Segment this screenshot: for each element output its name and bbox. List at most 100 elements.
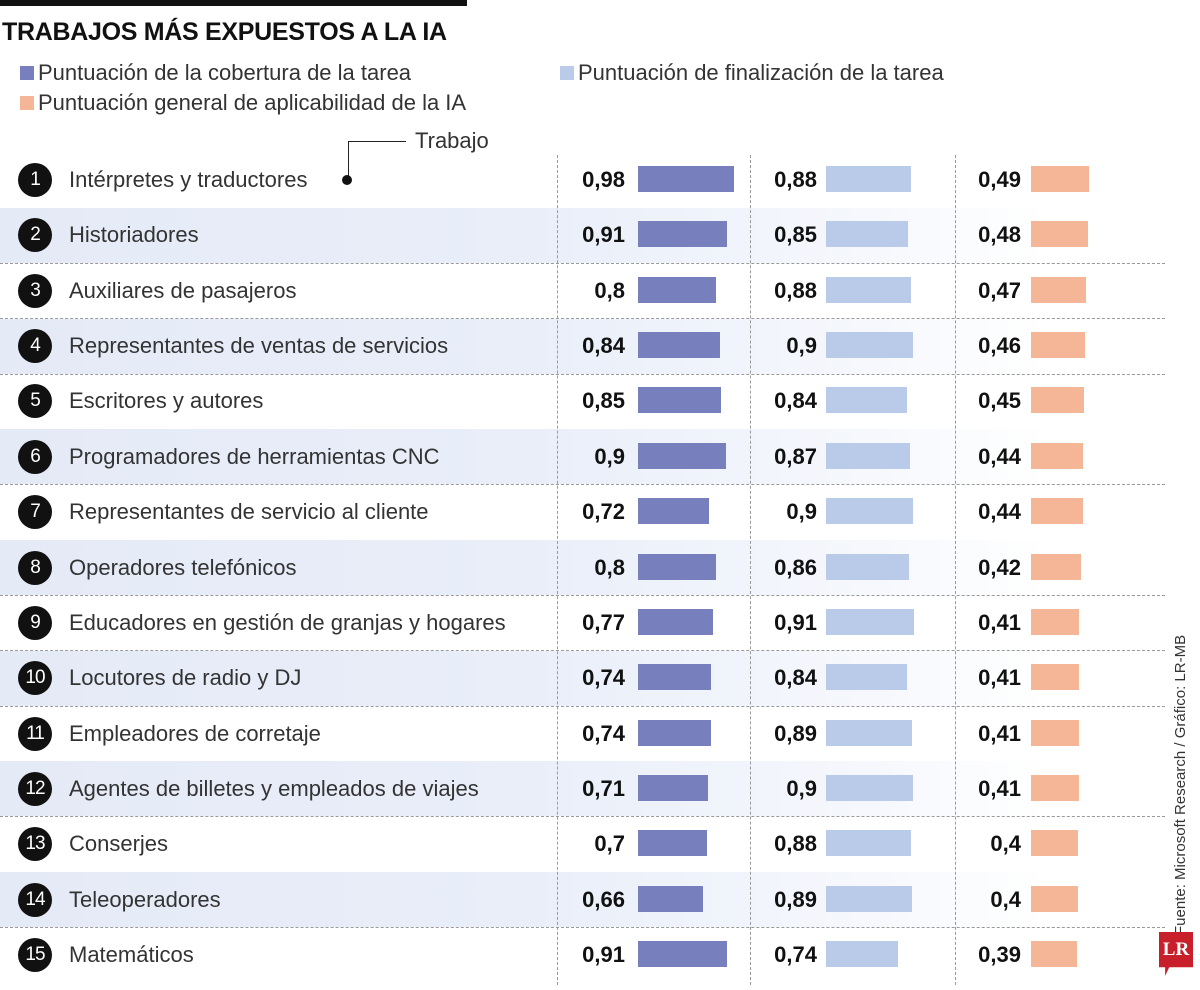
job-label: Empleadores de corretaje — [69, 720, 321, 746]
value-label: 0,88 — [774, 167, 817, 192]
value-label: 0,9 — [786, 499, 817, 525]
bar — [826, 498, 914, 525]
value-label: 0,8 — [594, 277, 625, 303]
bar — [638, 387, 722, 414]
bar — [638, 664, 711, 691]
bar — [1031, 941, 1078, 968]
bar — [1031, 166, 1089, 192]
bar — [638, 774, 708, 801]
bar — [826, 885, 913, 912]
row-background — [0, 761, 1165, 817]
legend-swatch — [20, 96, 34, 110]
value-label: 0,91 — [582, 942, 625, 968]
value-label: 0,42 — [978, 554, 1021, 580]
value-label: 0,8 — [594, 554, 625, 580]
rank-badge: 1 — [18, 163, 52, 197]
row-background — [0, 540, 1165, 596]
job-label: Matemáticos — [69, 942, 194, 968]
value-label: 0,46 — [978, 333, 1021, 359]
value-label: 0,49 — [978, 167, 1021, 192]
bar — [1031, 387, 1085, 414]
value-label: 0,9 — [594, 443, 625, 469]
bar — [638, 553, 717, 580]
bar — [826, 941, 898, 968]
bar — [826, 276, 912, 303]
bar — [1031, 498, 1083, 525]
value-label: 0,41 — [978, 665, 1021, 691]
bar — [1031, 276, 1087, 303]
value-label: 0,74 — [582, 720, 625, 746]
bar — [1031, 664, 1080, 691]
bar — [826, 608, 915, 635]
value-label: 0,84 — [774, 665, 817, 691]
legend-label: Puntuación de la cobertura de la tarea — [38, 60, 412, 85]
bar — [826, 442, 911, 469]
row-background — [0, 429, 1165, 485]
legend-swatch — [20, 66, 34, 80]
value-label: 0,89 — [774, 886, 817, 912]
value-label: 0,66 — [582, 886, 625, 912]
legend-item-applicability: Puntuación general de aplicabilidad de l… — [20, 90, 466, 116]
bar — [638, 885, 703, 912]
rank-badge: 10 — [18, 661, 52, 696]
bar — [826, 332, 914, 359]
value-label: 0,44 — [978, 499, 1021, 525]
bar — [1031, 221, 1088, 248]
value-label: 0,91 — [774, 609, 817, 635]
bar — [638, 166, 735, 192]
callout-dot — [342, 175, 352, 185]
rank-badge: 9 — [18, 605, 52, 640]
value-label: 0,91 — [582, 222, 625, 248]
value-label: 0,7 — [594, 831, 625, 857]
bar — [638, 941, 728, 968]
bar — [638, 276, 717, 303]
value-label: 0,74 — [774, 942, 817, 968]
job-label: Programadores de herramientas CNC — [69, 443, 440, 469]
column-divider — [750, 155, 751, 985]
legend-item-completion: Puntuación de finalización de la tarea — [560, 60, 944, 86]
job-label: Teleoperadores — [69, 886, 221, 912]
rank-badge: 5 — [18, 384, 52, 419]
value-label: 0,84 — [774, 388, 817, 414]
chart-title: TRABAJOS MÁS EXPUESTOS A LA IA — [2, 18, 447, 46]
job-label: Escritores y autores — [69, 388, 264, 414]
job-label: Agentes de billetes y empleados de viaje… — [69, 775, 479, 801]
callout-line — [348, 141, 406, 142]
bar — [826, 664, 908, 691]
bar — [1031, 830, 1079, 857]
job-label: Intérpretes y traductores — [69, 167, 308, 192]
row-background — [0, 318, 1165, 374]
legend-label: Puntuación de finalización de la tarea — [578, 60, 944, 85]
row-divider — [0, 262, 1165, 264]
bar — [1031, 442, 1083, 469]
value-label: 0,89 — [774, 720, 817, 746]
value-label: 0,4 — [990, 831, 1021, 857]
bar — [638, 608, 714, 635]
rank-badge: 15 — [18, 938, 52, 973]
rank-badge: 14 — [18, 882, 52, 917]
value-label: 0,84 — [582, 333, 625, 359]
value-label: 0,77 — [582, 609, 625, 635]
value-label: 0,88 — [774, 277, 817, 303]
bar — [826, 553, 910, 580]
bar — [1031, 719, 1080, 746]
value-label: 0,48 — [978, 222, 1021, 248]
bar — [826, 221, 909, 248]
value-label: 0,45 — [978, 388, 1021, 414]
rank-badge: 6 — [18, 439, 52, 474]
rank-badge: 4 — [18, 329, 52, 364]
bar — [1031, 608, 1080, 635]
bar — [1031, 332, 1086, 359]
bar — [1031, 774, 1080, 801]
rank-badge: 8 — [18, 550, 52, 585]
source-note: Fuente: Microsoft Research / Gráfico: LR… — [1172, 634, 1189, 935]
value-label: 0,71 — [582, 775, 625, 801]
row-divider — [0, 595, 1165, 597]
job-label: Locutores de radio y DJ — [69, 665, 302, 691]
bar — [826, 774, 914, 801]
row-background — [0, 650, 1165, 706]
bar — [1031, 885, 1079, 912]
job-label: Conserjes — [69, 831, 169, 857]
row-divider — [0, 705, 1165, 707]
value-label: 0,41 — [978, 720, 1021, 746]
